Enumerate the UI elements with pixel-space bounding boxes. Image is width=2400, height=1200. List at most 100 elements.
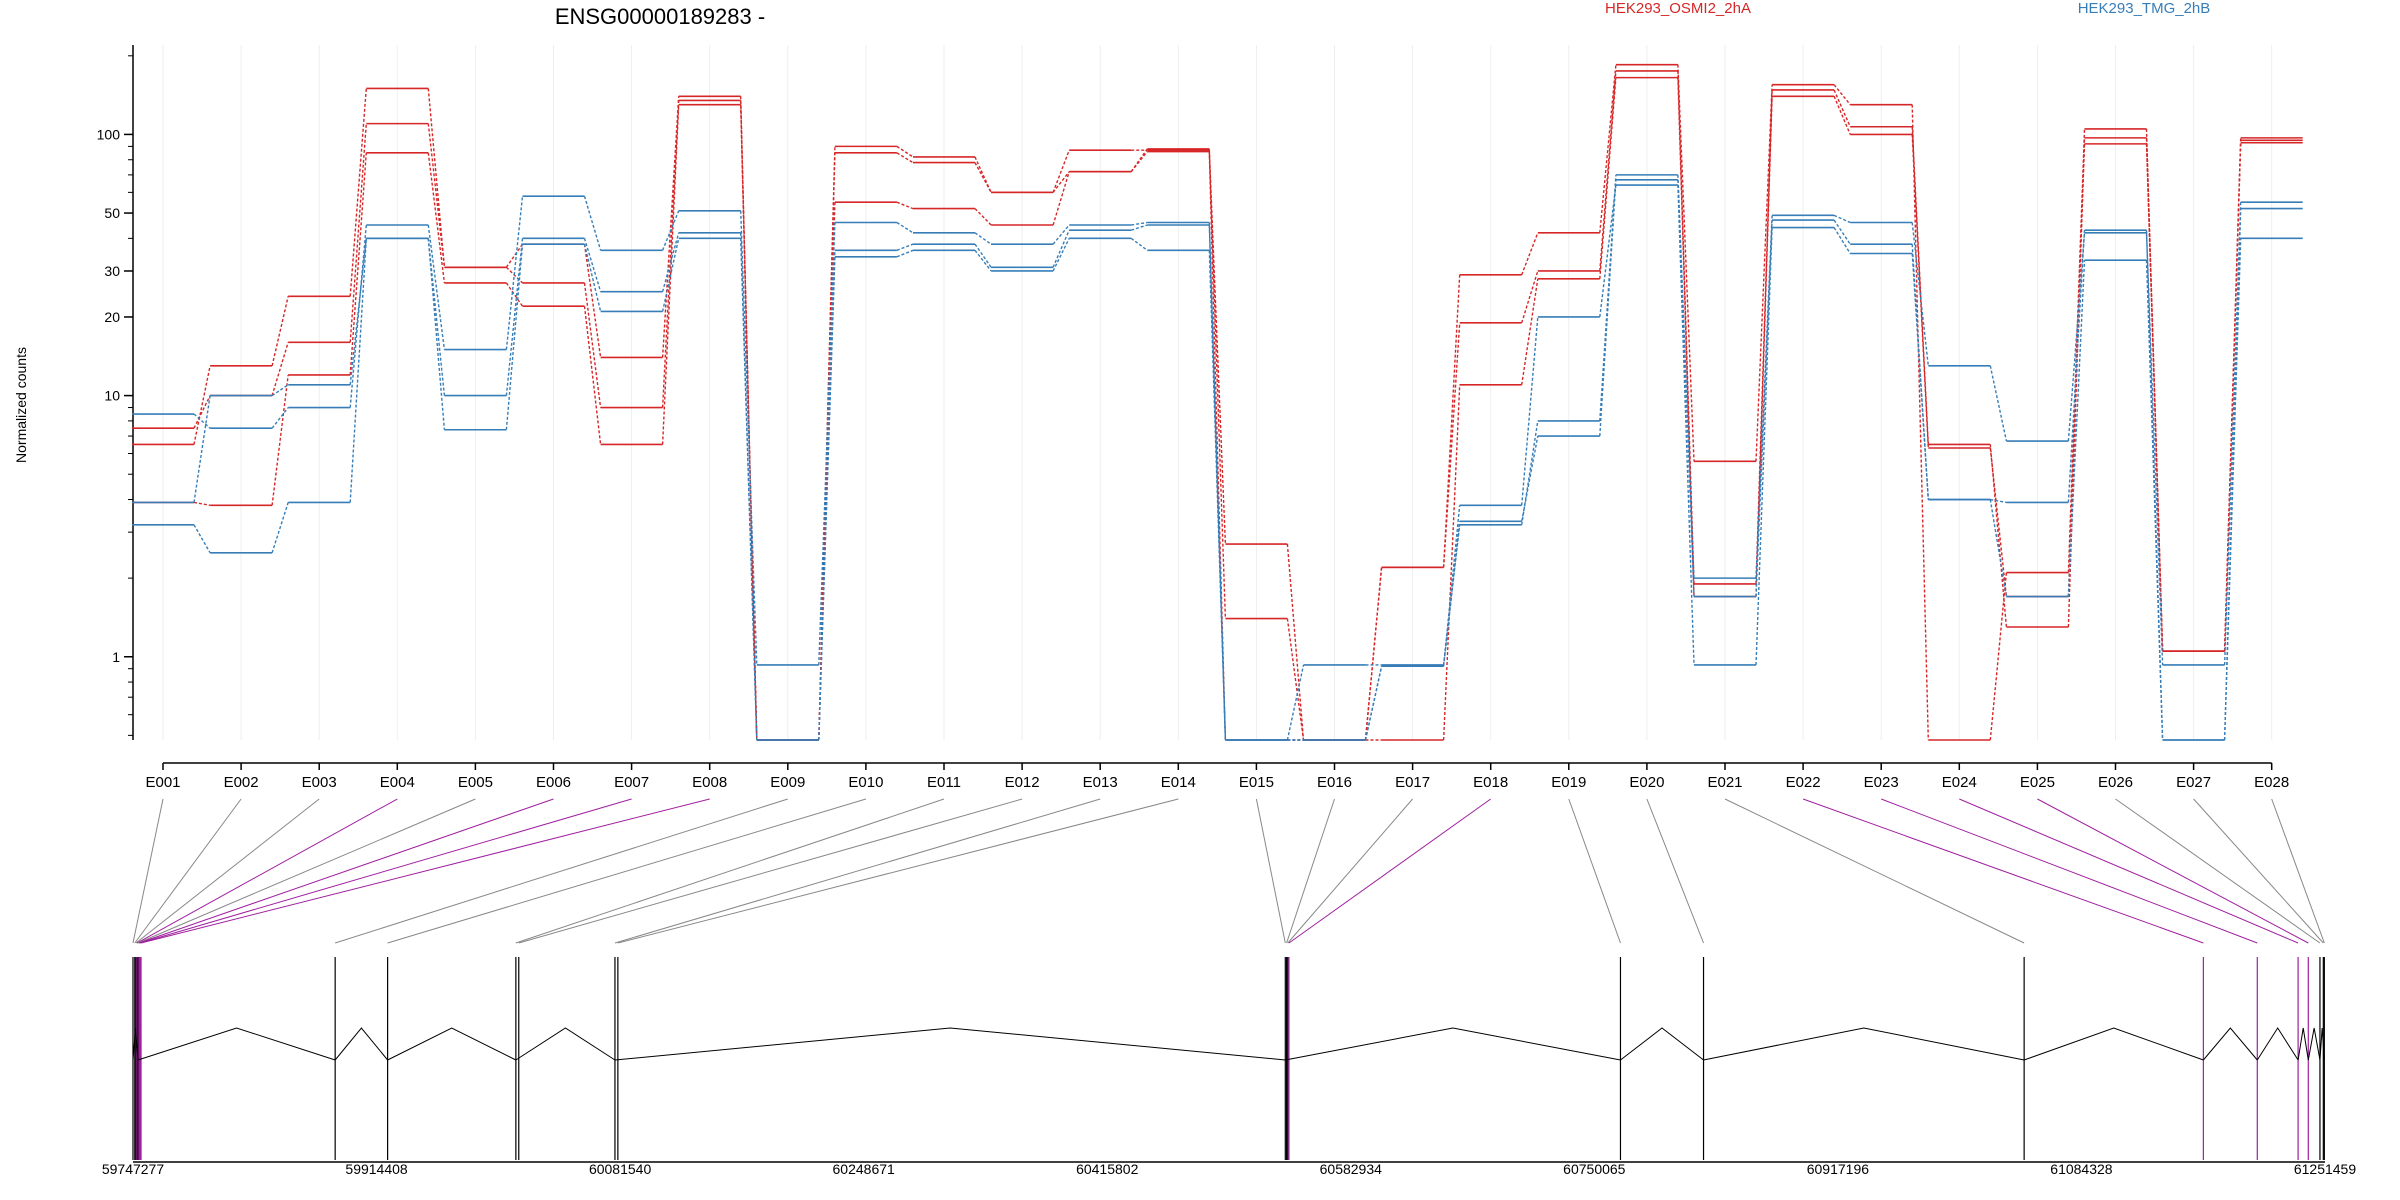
transition-line — [193, 395, 211, 503]
intron-line — [1285, 1027, 1621, 1061]
transition-line — [1755, 89, 1773, 584]
exon-connectors — [132, 798, 2325, 944]
exon-connector — [1959, 798, 2299, 944]
transition-line — [427, 152, 446, 284]
transition-line — [2145, 143, 2164, 652]
intron-line — [614, 1027, 1286, 1061]
exon-connector — [132, 798, 164, 944]
exon-connector — [387, 798, 867, 944]
transition-line — [1442, 384, 1461, 741]
transition-line — [1052, 224, 1070, 245]
exon-label: E007 — [614, 774, 649, 791]
y-tick-label: 1 — [112, 649, 120, 665]
exon-connector — [1255, 798, 1286, 944]
transition-line — [583, 196, 602, 251]
exon-connector — [1881, 798, 2258, 944]
transition-line — [427, 123, 446, 268]
transition-line — [1833, 227, 1851, 254]
transition-line — [974, 156, 992, 193]
transition-line — [1442, 322, 1461, 568]
genome-tick-label: 60582934 — [1320, 1161, 1383, 1177]
exon-connector — [1568, 798, 1621, 944]
transition-line — [583, 244, 602, 312]
transition-line — [1911, 104, 1929, 741]
y-tick-label: 50 — [104, 205, 120, 221]
transition-line — [661, 238, 680, 312]
transition-line — [193, 524, 211, 554]
exon-label: E001 — [145, 774, 180, 791]
transition-line — [1911, 134, 1929, 449]
exon-label: E027 — [2176, 774, 2211, 791]
series-3 — [132, 174, 2303, 741]
genome-axis: 59747277 59914408 60081540 60248671 60415802… — [102, 1161, 2357, 1177]
transition-line — [974, 249, 992, 272]
intron-line — [2023, 1027, 2204, 1061]
transition-line — [2145, 232, 2164, 666]
exon-connector — [2115, 798, 2321, 944]
exon-connector — [335, 798, 788, 944]
exon-label: E005 — [458, 774, 493, 791]
transition-line — [1130, 148, 1148, 173]
legend-entry-osmi2: HEK293_OSMI2_2hA — [1605, 0, 1751, 17]
transition-line — [818, 152, 836, 741]
transition-line — [896, 221, 914, 234]
transition-line — [1989, 447, 2008, 597]
genome-tick-label: 59914408 — [345, 1161, 408, 1177]
transition-line — [1521, 270, 1539, 323]
transition-line — [427, 224, 446, 350]
transition-line — [2067, 260, 2086, 597]
transition-line — [1521, 316, 1539, 506]
transition-line — [1677, 185, 1695, 666]
exon-connector — [617, 798, 1179, 944]
intron-line — [387, 1027, 517, 1061]
exon-connector — [140, 798, 710, 944]
transition-line — [1364, 666, 1383, 741]
genome-tick-label: 59747277 — [102, 1161, 165, 1177]
series-5 — [132, 184, 2303, 741]
transition-line — [1911, 222, 1929, 366]
exon-connector — [1646, 798, 1704, 944]
transition-line — [1130, 224, 1148, 231]
exon-label: E009 — [770, 774, 805, 791]
genome-tick-label: 60081540 — [589, 1161, 652, 1177]
transition-line — [193, 501, 211, 507]
transition-line — [1521, 232, 1539, 276]
transition-line — [583, 244, 602, 358]
transition-line — [896, 152, 914, 164]
transition-line — [1208, 148, 1227, 619]
exon-label: E013 — [1083, 774, 1118, 791]
exon-label: E026 — [2098, 774, 2133, 791]
transition-line — [2145, 260, 2164, 741]
transition-line — [271, 342, 289, 396]
transition-line — [1677, 179, 1695, 597]
transition-line — [1052, 171, 1070, 193]
series-2 — [132, 76, 2303, 741]
transition-line — [1442, 505, 1461, 667]
transition-line — [1755, 227, 1773, 666]
exon-connector — [518, 798, 1023, 944]
transition-line — [1052, 171, 1070, 226]
transition-line — [2067, 230, 2086, 503]
transition-line — [1442, 521, 1461, 667]
series-lines — [132, 63, 2303, 741]
genome-tick-label: 60415802 — [1076, 1161, 1139, 1177]
exon-label: E003 — [302, 774, 337, 791]
intron-line — [1620, 1027, 1704, 1061]
transition-line — [661, 232, 680, 292]
transition-line — [1521, 420, 1539, 525]
transition-line — [505, 282, 524, 307]
exon-connector — [2037, 798, 2309, 944]
transition-line — [1833, 89, 1851, 128]
transition-line — [505, 266, 523, 284]
intron-line — [2307, 1027, 2321, 1061]
chart-title: ENSG00000189283 - — [555, 4, 765, 29]
transition-line — [1911, 253, 1929, 500]
transition-line — [818, 256, 836, 741]
transition-line — [1599, 179, 1617, 437]
transition-line — [740, 210, 758, 666]
exon-connector — [138, 798, 554, 944]
transition-line — [1286, 618, 1305, 741]
transition-line — [974, 208, 992, 226]
transition-line — [583, 282, 602, 408]
intron-line — [1703, 1027, 2025, 1061]
